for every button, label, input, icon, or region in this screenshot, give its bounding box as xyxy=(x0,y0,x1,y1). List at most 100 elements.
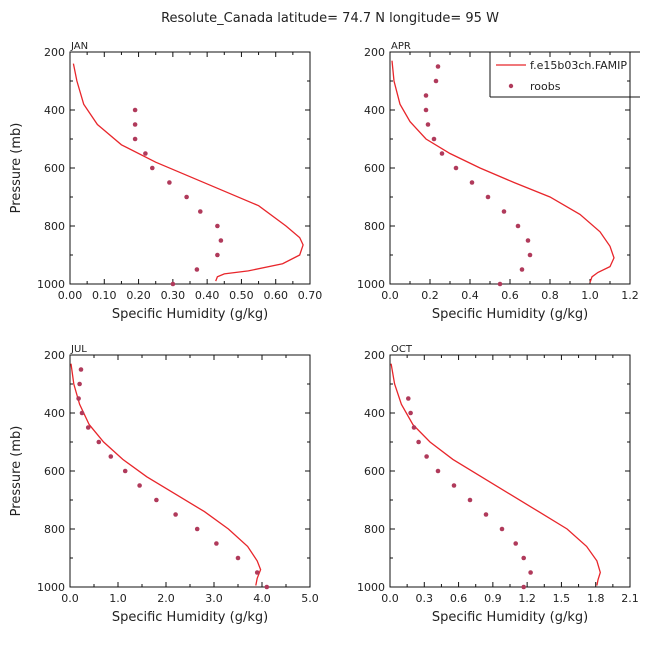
panel-label-apr: APR xyxy=(391,41,411,52)
obs-point xyxy=(435,64,441,69)
y-tick-label: 800 xyxy=(364,220,385,233)
obs-point xyxy=(521,555,526,561)
obs-point xyxy=(85,425,91,430)
panel-oct: OCT 0.0 0.3 0.6 0.9 1.2 1.5 1.8 2.1 200 400 600 800 1… xyxy=(357,344,639,625)
x-axis-title-jul: Specific Humidity (g/kg) xyxy=(112,610,268,625)
obs-point xyxy=(439,151,445,156)
figure-title: Resolute_Canada latitude= 74.7 N longitu… xyxy=(161,11,499,26)
legend: f.e15b03ch.FAMIP roobs xyxy=(489,51,640,98)
obs-point xyxy=(167,180,172,185)
x-axis-title-jan: Specific Humidity (g/kg) xyxy=(112,307,268,322)
x-tick-label: 3.0 xyxy=(205,592,223,605)
obs-point xyxy=(483,512,489,517)
obs-point xyxy=(254,570,260,575)
x-tick-label: 2.1 xyxy=(621,592,639,605)
obs-point xyxy=(411,425,417,430)
x-tick-label: 0.40 xyxy=(195,289,220,302)
y-tick-label: 200 xyxy=(44,349,65,362)
x-axis-title-apr: Specific Humidity (g/kg) xyxy=(432,307,588,322)
plot-frame-oct xyxy=(389,354,631,588)
obs-point xyxy=(424,454,429,459)
obs-point xyxy=(194,526,200,532)
x-tick-label: 1.2 xyxy=(518,592,536,605)
obs-point xyxy=(425,122,431,127)
y-tick-label: 1000 xyxy=(37,278,65,291)
y-axis-title-jul: Pressure (mb) xyxy=(9,426,24,517)
obs-point xyxy=(198,209,203,214)
obs-point xyxy=(528,570,533,575)
obs-point xyxy=(215,252,220,258)
obs-point xyxy=(519,267,525,272)
obs-point xyxy=(423,107,429,113)
obs-point xyxy=(214,541,219,546)
obs-point xyxy=(194,267,200,272)
obs-point xyxy=(143,151,148,156)
y-tick-label: 400 xyxy=(364,104,385,117)
x-tick-label: 1.2 xyxy=(621,289,639,302)
obs-point xyxy=(451,483,457,488)
obs-point xyxy=(264,584,270,590)
obs-point xyxy=(467,497,473,503)
model-line-jul xyxy=(70,363,262,586)
x-tick-label: 0.9 xyxy=(484,592,502,605)
obs-point xyxy=(453,165,459,171)
obs-point xyxy=(170,281,176,287)
obs-point xyxy=(433,78,439,84)
y-tick-label: 800 xyxy=(44,523,65,536)
legend-model-label: f.e15b03ch.FAMIP xyxy=(530,59,627,72)
obs-point xyxy=(469,180,475,185)
obs-point xyxy=(497,281,503,287)
x-tick-label: 5.0 xyxy=(301,592,319,605)
x-tick-label: 0.30 xyxy=(161,289,186,302)
obs-point xyxy=(150,165,155,171)
obs-point xyxy=(406,396,411,401)
panel-label-oct: OCT xyxy=(391,344,413,355)
panel-label-jul: JUL xyxy=(70,344,87,355)
model-line-apr xyxy=(391,60,615,283)
x-tick-label: 2.0 xyxy=(157,592,175,605)
panel-jul: JUL 0.0 1.0 2.0 3.0 4.0 5.0 200 400 600 800 1000 Spe… xyxy=(9,344,319,625)
obs-point xyxy=(132,136,138,142)
obs-point xyxy=(501,209,507,214)
model-line-oct xyxy=(390,363,601,586)
x-tick-label: 0.2 xyxy=(421,289,439,302)
legend-obs-marker xyxy=(508,83,514,89)
obs-point xyxy=(96,439,102,445)
y-tick-label: 400 xyxy=(364,407,385,420)
y-tick-label: 200 xyxy=(44,46,65,59)
x-tick-label: 0.0 xyxy=(61,592,79,605)
obs-point xyxy=(77,381,82,387)
obs-point xyxy=(132,122,138,127)
y-tick-label: 400 xyxy=(44,407,65,420)
model-line-jan xyxy=(72,63,304,282)
obs-point xyxy=(408,410,413,416)
x-tick-label: 1.0 xyxy=(109,592,127,605)
obs-point xyxy=(215,223,220,229)
y-tick-label: 800 xyxy=(44,220,65,233)
x-tick-label: 1.8 xyxy=(587,592,605,605)
obs-point xyxy=(173,512,178,517)
x-tick-label: 0.00 xyxy=(58,289,83,302)
panel-label-jan: JAN xyxy=(70,41,88,52)
obs-point xyxy=(76,396,81,401)
y-tick-label: 200 xyxy=(364,46,385,59)
obs-point xyxy=(521,584,526,590)
obs-point xyxy=(416,439,421,445)
y-tick-label: 1000 xyxy=(357,581,385,594)
obs-point xyxy=(154,497,159,503)
x-tick-label: 0.70 xyxy=(298,289,323,302)
obs-point xyxy=(499,526,505,532)
x-axis-title-oct: Specific Humidity (g/kg) xyxy=(432,610,588,625)
y-tick-label: 600 xyxy=(364,162,385,175)
panels-group: JAN 0.00 0.10 0.20 0.30 0.40 0.50 0.60 0.70 200 40… xyxy=(9,41,639,625)
obs-point xyxy=(79,410,85,416)
x-tick-label: 0.3 xyxy=(416,592,434,605)
obs-point xyxy=(78,367,84,372)
plot-frame-jan xyxy=(69,51,311,285)
y-tick-label: 600 xyxy=(364,465,385,478)
obs-point xyxy=(235,555,241,561)
x-tick-label: 0.6 xyxy=(501,289,519,302)
x-tick-label: 0.6 xyxy=(450,592,468,605)
obs-point xyxy=(515,223,521,229)
